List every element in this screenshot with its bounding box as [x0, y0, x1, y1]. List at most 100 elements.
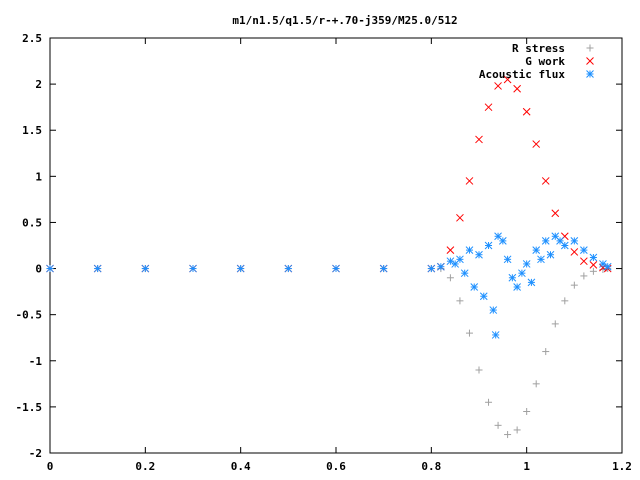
- series-r-stress: [46, 265, 612, 439]
- data-point: [551, 320, 559, 328]
- data-point: [456, 297, 464, 305]
- data-point: [494, 421, 502, 429]
- data-point: [332, 264, 340, 273]
- y-tick-label: 2.5: [22, 32, 42, 45]
- data-point: [532, 246, 541, 254]
- data-point: [46, 264, 54, 273]
- data-point: [513, 426, 521, 434]
- x-tick-label: 0: [47, 460, 54, 473]
- data-point: [570, 237, 579, 245]
- data-point: [475, 366, 483, 374]
- data-point: [141, 264, 150, 273]
- data-point: [580, 272, 588, 280]
- data-point: [532, 380, 540, 388]
- data-point: [561, 297, 569, 305]
- x-tick-label: 0.6: [326, 460, 346, 473]
- data-point: [494, 82, 502, 90]
- data-point: [475, 250, 483, 259]
- data-point: [532, 140, 541, 148]
- data-point: [236, 264, 245, 273]
- legend-label: Acoustic flux: [479, 68, 565, 81]
- legend-marker: [586, 57, 594, 65]
- data-point: [491, 331, 500, 339]
- data-point: [479, 292, 488, 301]
- data-point: [599, 263, 607, 272]
- x-tick-label: 1.2: [612, 460, 632, 473]
- data-point: [513, 283, 521, 291]
- data-point: [589, 267, 597, 275]
- data-point: [508, 273, 517, 282]
- data-point: [537, 255, 545, 264]
- data-point: [446, 246, 455, 254]
- data-point: [513, 84, 521, 93]
- data-point: [465, 177, 474, 185]
- legend-marker: [586, 44, 594, 52]
- plot-border: [49, 37, 623, 454]
- data-point: [522, 107, 531, 116]
- legend-marker: [586, 70, 594, 78]
- y-tick-label: 1.5: [22, 124, 42, 137]
- data-point: [522, 260, 531, 268]
- x-tick-label: 0.8: [421, 460, 441, 473]
- data-point: [580, 257, 588, 266]
- data-point: [498, 237, 507, 245]
- axis-ticks: 0 0.2 0.4 0.6 0.8 1 1.2 2.5 2 1.5 1 0.5 0 -0.5 -1 -1.5 -…: [16, 32, 632, 473]
- data-point: [541, 237, 550, 245]
- data-point: [589, 261, 598, 269]
- data-point: [518, 269, 526, 278]
- data-point: [541, 177, 550, 185]
- series-layer: [46, 75, 612, 439]
- data-point: [446, 274, 454, 282]
- data-point: [489, 306, 498, 314]
- y-tick-label: -2: [29, 447, 42, 460]
- y-tick-label: 1: [35, 170, 42, 183]
- y-tick-label: -1.5: [16, 401, 43, 414]
- data-point: [437, 262, 445, 271]
- data-point: [484, 103, 493, 112]
- data-point: [484, 241, 493, 250]
- x-tick-label: 0.4: [231, 460, 251, 473]
- data-point: [546, 250, 555, 259]
- data-point: [503, 75, 512, 84]
- data-point: [456, 255, 464, 264]
- data-point: [379, 264, 388, 273]
- data-point: [456, 213, 464, 222]
- x-tick-label: 1: [523, 460, 530, 473]
- data-point: [93, 264, 102, 273]
- data-point: [284, 264, 293, 273]
- data-point: [503, 255, 512, 264]
- data-point: [189, 264, 197, 273]
- y-tick-label: 0.5: [22, 216, 42, 229]
- data-point: [470, 283, 479, 291]
- x-tick-label: 0.2: [135, 460, 155, 473]
- data-point: [603, 262, 612, 271]
- data-point: [504, 431, 512, 439]
- series-acoustic-flux: [46, 232, 612, 339]
- data-point: [460, 269, 469, 278]
- y-tick-label: 2: [35, 78, 42, 91]
- y-tick-label: -1: [29, 355, 43, 368]
- data-point: [551, 209, 560, 218]
- y-tick-label: 0: [35, 263, 42, 276]
- data-point: [427, 264, 436, 273]
- data-point: [485, 398, 493, 406]
- data-point: [527, 278, 536, 287]
- data-point: [580, 246, 588, 254]
- plot-frame: [49, 37, 623, 454]
- legend-label: G work: [525, 55, 565, 68]
- data-point: [560, 241, 569, 250]
- data-point: [465, 246, 474, 254]
- data-point: [570, 248, 579, 256]
- data-point: [542, 348, 550, 356]
- data-point: [446, 257, 455, 266]
- data-point: [570, 281, 578, 289]
- data-point: [465, 329, 473, 337]
- data-point: [475, 135, 483, 144]
- chart-title: m1/n1.5/q1.5/r-+.70-j359/M25.0/512: [232, 14, 457, 27]
- series-g-work: [46, 75, 612, 273]
- data-point: [589, 253, 598, 262]
- y-tick-label: -0.5: [16, 309, 43, 322]
- data-point: [523, 408, 531, 415]
- legend-label: R stress: [512, 42, 565, 55]
